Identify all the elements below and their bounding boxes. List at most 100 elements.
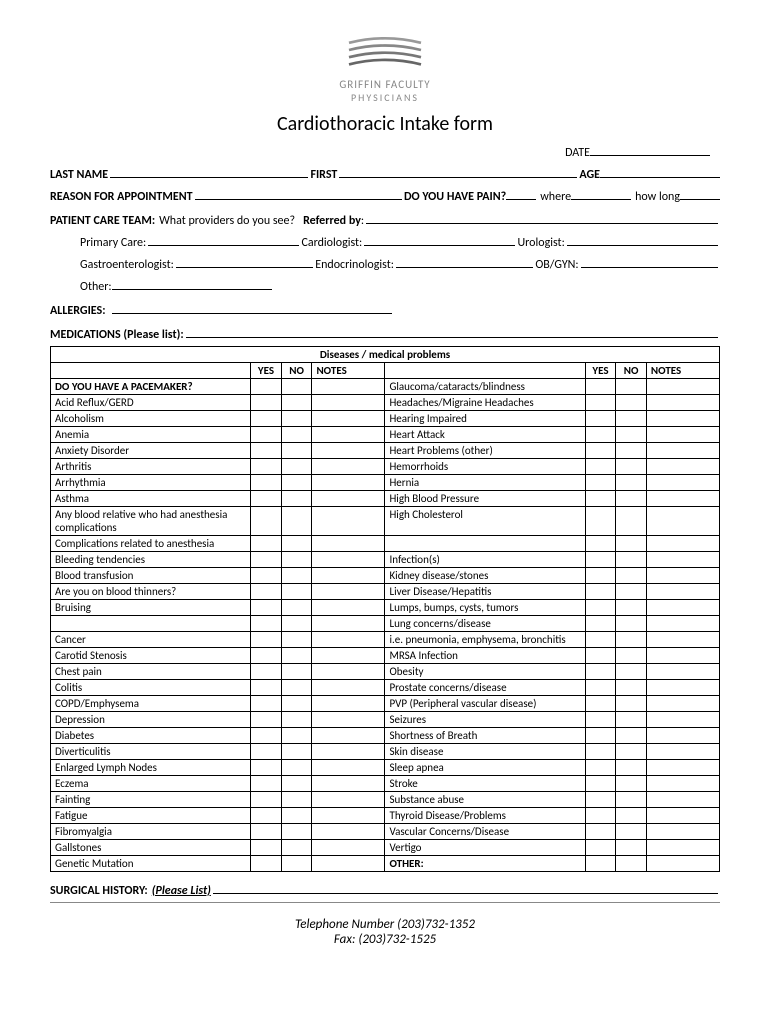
no-cell[interactable] xyxy=(616,744,647,760)
notes-cell[interactable] xyxy=(646,411,719,427)
yes-cell[interactable] xyxy=(585,840,616,856)
yes-cell[interactable] xyxy=(251,427,282,443)
no-cell[interactable] xyxy=(616,475,647,491)
no-cell[interactable] xyxy=(281,728,312,744)
yes-cell[interactable] xyxy=(251,760,282,776)
howlong-input[interactable] xyxy=(680,186,720,200)
yes-cell[interactable] xyxy=(585,712,616,728)
surgical-input[interactable] xyxy=(213,880,718,894)
notes-cell[interactable] xyxy=(312,808,385,824)
notes-cell[interactable] xyxy=(646,600,719,616)
yes-cell[interactable] xyxy=(585,395,616,411)
notes-cell[interactable] xyxy=(646,712,719,728)
notes-cell[interactable] xyxy=(312,395,385,411)
yes-cell[interactable] xyxy=(251,411,282,427)
notes-cell[interactable] xyxy=(646,552,719,568)
yes-cell[interactable] xyxy=(251,459,282,475)
yes-cell[interactable] xyxy=(585,379,616,395)
no-cell[interactable] xyxy=(616,808,647,824)
notes-cell[interactable] xyxy=(312,728,385,744)
yes-cell[interactable] xyxy=(251,856,282,872)
notes-cell[interactable] xyxy=(646,395,719,411)
yes-cell[interactable] xyxy=(585,616,616,632)
notes-cell[interactable] xyxy=(646,616,719,632)
notes-cell[interactable] xyxy=(312,443,385,459)
reason-input[interactable] xyxy=(195,186,402,200)
notes-cell[interactable] xyxy=(312,427,385,443)
yes-cell[interactable] xyxy=(585,728,616,744)
yes-cell[interactable] xyxy=(251,507,282,536)
no-cell[interactable] xyxy=(281,475,312,491)
no-cell[interactable] xyxy=(281,395,312,411)
other-input[interactable] xyxy=(112,276,272,290)
no-cell[interactable] xyxy=(616,632,647,648)
notes-cell[interactable] xyxy=(646,427,719,443)
no-cell[interactable] xyxy=(616,680,647,696)
yes-cell[interactable] xyxy=(251,443,282,459)
urologist-input[interactable] xyxy=(567,232,718,246)
notes-cell[interactable] xyxy=(646,840,719,856)
notes-cell[interactable] xyxy=(312,459,385,475)
lastname-input[interactable] xyxy=(110,164,308,178)
no-cell[interactable] xyxy=(616,648,647,664)
yes-cell[interactable] xyxy=(585,648,616,664)
notes-cell[interactable] xyxy=(646,536,719,552)
yes-cell[interactable] xyxy=(251,584,282,600)
yes-cell[interactable] xyxy=(585,760,616,776)
no-cell[interactable] xyxy=(616,536,647,552)
notes-cell[interactable] xyxy=(312,600,385,616)
no-cell[interactable] xyxy=(281,616,312,632)
yes-cell[interactable] xyxy=(251,696,282,712)
no-cell[interactable] xyxy=(281,792,312,808)
yes-cell[interactable] xyxy=(251,776,282,792)
notes-cell[interactable] xyxy=(646,632,719,648)
surgical-line[interactable] xyxy=(50,902,720,903)
no-cell[interactable] xyxy=(616,459,647,475)
notes-cell[interactable] xyxy=(646,475,719,491)
notes-cell[interactable] xyxy=(312,856,385,872)
age-input[interactable] xyxy=(600,164,720,178)
no-cell[interactable] xyxy=(281,696,312,712)
yes-cell[interactable] xyxy=(585,427,616,443)
notes-cell[interactable] xyxy=(646,792,719,808)
yes-cell[interactable] xyxy=(251,568,282,584)
yes-cell[interactable] xyxy=(585,680,616,696)
yes-cell[interactable] xyxy=(585,856,616,872)
yes-cell[interactable] xyxy=(585,776,616,792)
no-cell[interactable] xyxy=(616,568,647,584)
yes-cell[interactable] xyxy=(585,536,616,552)
no-cell[interactable] xyxy=(616,712,647,728)
yes-cell[interactable] xyxy=(251,552,282,568)
notes-cell[interactable] xyxy=(312,536,385,552)
yes-cell[interactable] xyxy=(251,616,282,632)
no-cell[interactable] xyxy=(281,491,312,507)
no-cell[interactable] xyxy=(616,824,647,840)
no-cell[interactable] xyxy=(281,379,312,395)
no-cell[interactable] xyxy=(281,712,312,728)
yes-cell[interactable] xyxy=(585,808,616,824)
notes-cell[interactable] xyxy=(646,680,719,696)
yes-cell[interactable] xyxy=(251,536,282,552)
yes-cell[interactable] xyxy=(251,840,282,856)
no-cell[interactable] xyxy=(281,632,312,648)
yes-cell[interactable] xyxy=(585,744,616,760)
yes-cell[interactable] xyxy=(585,824,616,840)
yes-cell[interactable] xyxy=(585,600,616,616)
no-cell[interactable] xyxy=(616,395,647,411)
cardiologist-input[interactable] xyxy=(364,232,515,246)
notes-cell[interactable] xyxy=(312,760,385,776)
no-cell[interactable] xyxy=(281,584,312,600)
no-cell[interactable] xyxy=(281,600,312,616)
no-cell[interactable] xyxy=(616,760,647,776)
notes-cell[interactable] xyxy=(646,696,719,712)
no-cell[interactable] xyxy=(281,744,312,760)
notes-cell[interactable] xyxy=(312,491,385,507)
notes-cell[interactable] xyxy=(312,379,385,395)
notes-cell[interactable] xyxy=(646,584,719,600)
no-cell[interactable] xyxy=(616,616,647,632)
no-cell[interactable] xyxy=(281,568,312,584)
yes-cell[interactable] xyxy=(585,552,616,568)
no-cell[interactable] xyxy=(616,696,647,712)
notes-cell[interactable] xyxy=(312,507,385,536)
no-cell[interactable] xyxy=(616,792,647,808)
